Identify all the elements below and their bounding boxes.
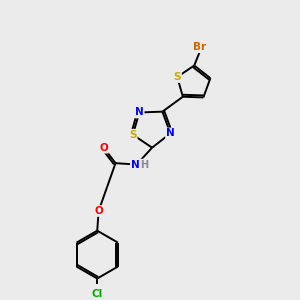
Text: Cl: Cl (92, 289, 103, 299)
Text: N: N (166, 128, 175, 138)
Text: S: S (129, 130, 136, 140)
Text: S: S (173, 72, 181, 82)
Text: H: H (140, 160, 148, 170)
Text: N: N (135, 107, 144, 118)
Text: Br: Br (193, 42, 206, 52)
Text: O: O (94, 206, 103, 216)
Text: N: N (131, 160, 140, 170)
Text: O: O (99, 143, 108, 153)
